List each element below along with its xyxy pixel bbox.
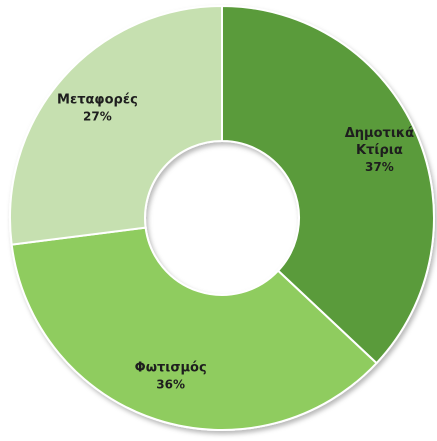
donut-slice-1: [10, 226, 378, 431]
slice-name-2-0: Μεταφορές: [57, 93, 138, 108]
slice-label-1: Φωτισμός 36%: [135, 360, 207, 391]
slices-layer: [9, 4, 435, 431]
slice-label-2: Μεταφορές 27%: [57, 93, 138, 124]
slice-name-0-0: Δημοτικά: [345, 126, 414, 141]
slice-label-0: Δημοτικά Κτίρια 37%: [345, 126, 414, 174]
slice-percent-1: 36%: [156, 377, 185, 391]
slice-name-0-1: Κτίρια: [356, 143, 403, 158]
donut-slice-2: [9, 4, 223, 246]
labels-layer: Δημοτικά Κτίρια 37% Φωτισμός 36% Μεταφορές 27%: [57, 93, 414, 392]
donut-slice-0: [221, 4, 435, 365]
slice-percent-0: 37%: [365, 160, 394, 174]
slice-name-1-0: Φωτισμός: [135, 360, 207, 375]
slice-percent-2: 27%: [83, 110, 112, 124]
